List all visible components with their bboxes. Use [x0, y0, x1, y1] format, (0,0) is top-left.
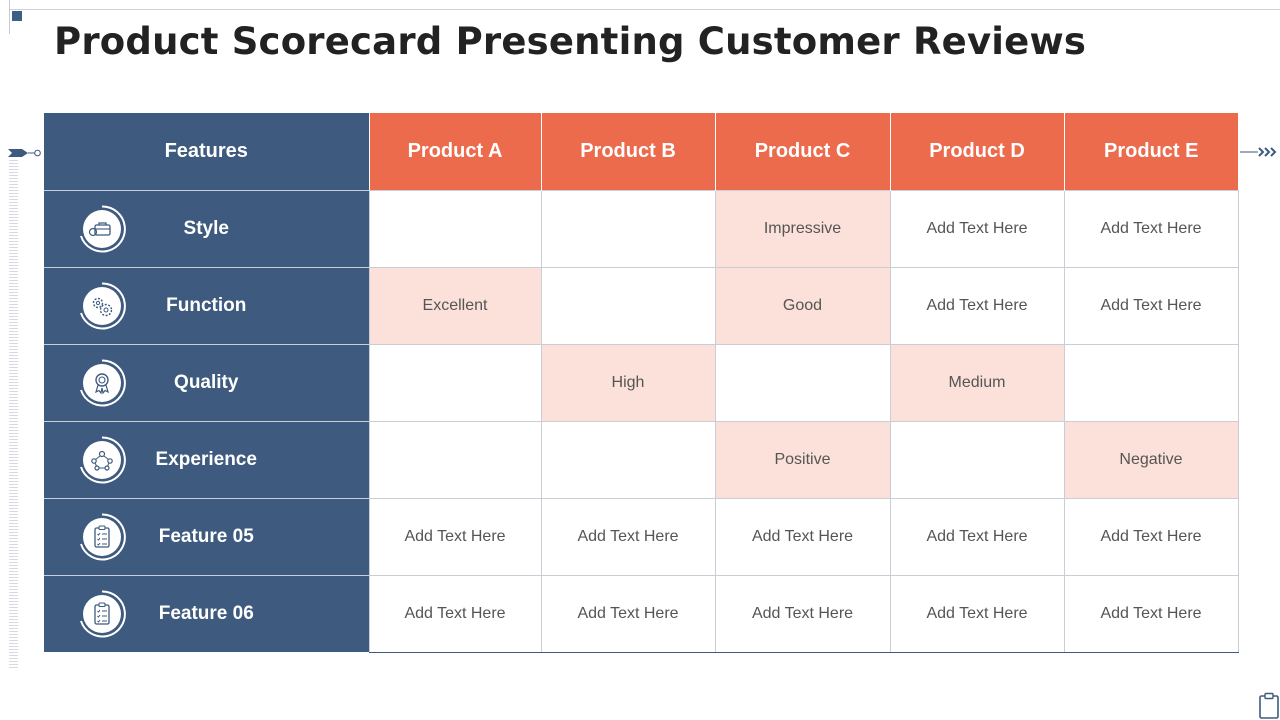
cell-feature06-product-e: Add Text Here — [1063, 574, 1239, 653]
feature-cell: Style — [44, 190, 369, 268]
cell-experience-product-a — [368, 420, 542, 499]
table-row: Quality High Medium — [44, 343, 1239, 422]
cell-experience-product-e: Negative — [1063, 420, 1239, 499]
cell-quality-product-c — [714, 343, 891, 422]
cell-quality-product-d: Medium — [889, 343, 1065, 422]
cell-feature05-product-b: Add Text Here — [540, 497, 716, 576]
cell-feature05-product-c: Add Text Here — [714, 497, 891, 576]
feature-cell: Quality — [44, 344, 369, 422]
cell-style-product-c: Impressive — [714, 189, 891, 268]
briefcase-icon — [80, 204, 126, 252]
slide-title: Product Scorecard Presenting Customer Re… — [54, 20, 1087, 63]
cell-style-product-b — [540, 189, 716, 268]
cell-feature05-product-a: Add Text Here — [368, 497, 542, 576]
clipboard-icon[interactable] — [1258, 692, 1280, 720]
cell-experience-product-c: Positive — [714, 420, 891, 499]
feature-label: Feature 06 — [158, 602, 254, 624]
cell-quality-product-e — [1063, 343, 1239, 422]
product-e-header: Product E — [1063, 113, 1238, 190]
feature-cell: Experience — [44, 421, 369, 499]
feature-label: Quality — [174, 371, 239, 393]
cell-function-product-a: Excellent — [368, 266, 542, 345]
feature-label: Experience — [155, 448, 257, 470]
cell-quality-product-a — [368, 343, 542, 422]
cell-experience-product-d — [889, 420, 1065, 499]
cell-quality-product-b: High — [540, 343, 716, 422]
feature-label: Style — [183, 217, 229, 239]
people-network-icon — [80, 435, 126, 483]
feature-label: Function — [166, 294, 247, 316]
cell-feature05-product-e: Add Text Here — [1063, 497, 1239, 576]
table-row: Function Excellent Good Add Text Here Ad… — [44, 266, 1239, 345]
cell-function-product-e: Add Text Here — [1063, 266, 1239, 345]
top-divider-line — [10, 9, 1280, 10]
header-row: Features Product A Product B Product C P… — [44, 113, 1238, 191]
cell-feature06-product-d: Add Text Here — [889, 574, 1065, 653]
cell-style-product-e: Add Text Here — [1063, 189, 1239, 268]
triple-chevron-right-icon — [1240, 147, 1277, 157]
table-row: Style Impressive Add Text Here Add Text … — [44, 189, 1239, 268]
table-row: Feature 05 Add Text Here Add Text Here A… — [44, 497, 1239, 576]
product-d-header: Product D — [889, 113, 1064, 190]
cell-feature06-product-c: Add Text Here — [714, 574, 891, 653]
cell-function-product-b — [540, 266, 716, 345]
corner-vertical-line — [9, 0, 10, 34]
cell-experience-product-b — [540, 420, 716, 499]
cell-function-product-c: Good — [714, 266, 891, 345]
left-arrow-marker-icon — [8, 149, 41, 157]
cell-feature06-product-a: Add Text Here — [368, 574, 542, 653]
cell-style-product-a — [368, 189, 542, 268]
gears-icon — [80, 281, 126, 329]
clipboard-checklist-icon — [80, 590, 126, 638]
scorecard-table: Features Product A Product B Product C P… — [44, 113, 1239, 653]
product-a-header: Product A — [368, 113, 541, 190]
cell-feature05-product-d: Add Text Here — [889, 497, 1065, 576]
feature-cell: Function — [44, 267, 369, 345]
award-ribbon-icon — [80, 358, 126, 406]
clipboard-checklist-icon — [80, 512, 126, 560]
cell-function-product-d: Add Text Here — [889, 266, 1065, 345]
feature-cell: Feature 06 — [44, 575, 369, 652]
product-c-header: Product C — [714, 113, 890, 190]
feature-cell: Feature 05 — [44, 498, 369, 576]
features-column-header: Features — [44, 113, 369, 191]
feature-label: Feature 05 — [158, 525, 254, 547]
cell-style-product-d: Add Text Here — [889, 189, 1065, 268]
corner-square-accent — [12, 11, 22, 21]
left-decorative-rail — [9, 160, 18, 668]
table-row: Experience Positive Negative — [44, 420, 1239, 499]
product-b-header: Product B — [540, 113, 715, 190]
table-row: Feature 06 Add Text Here Add Text Here A… — [44, 574, 1239, 653]
cell-feature06-product-b: Add Text Here — [540, 574, 716, 653]
